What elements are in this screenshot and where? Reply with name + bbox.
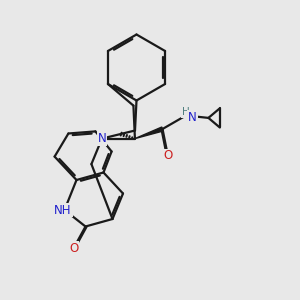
Text: O: O (163, 149, 172, 163)
Text: N: N (188, 111, 197, 124)
Text: N: N (98, 132, 106, 145)
Polygon shape (135, 127, 163, 139)
Text: O: O (69, 242, 78, 255)
Text: H: H (182, 107, 190, 117)
Text: NH: NH (54, 203, 72, 217)
